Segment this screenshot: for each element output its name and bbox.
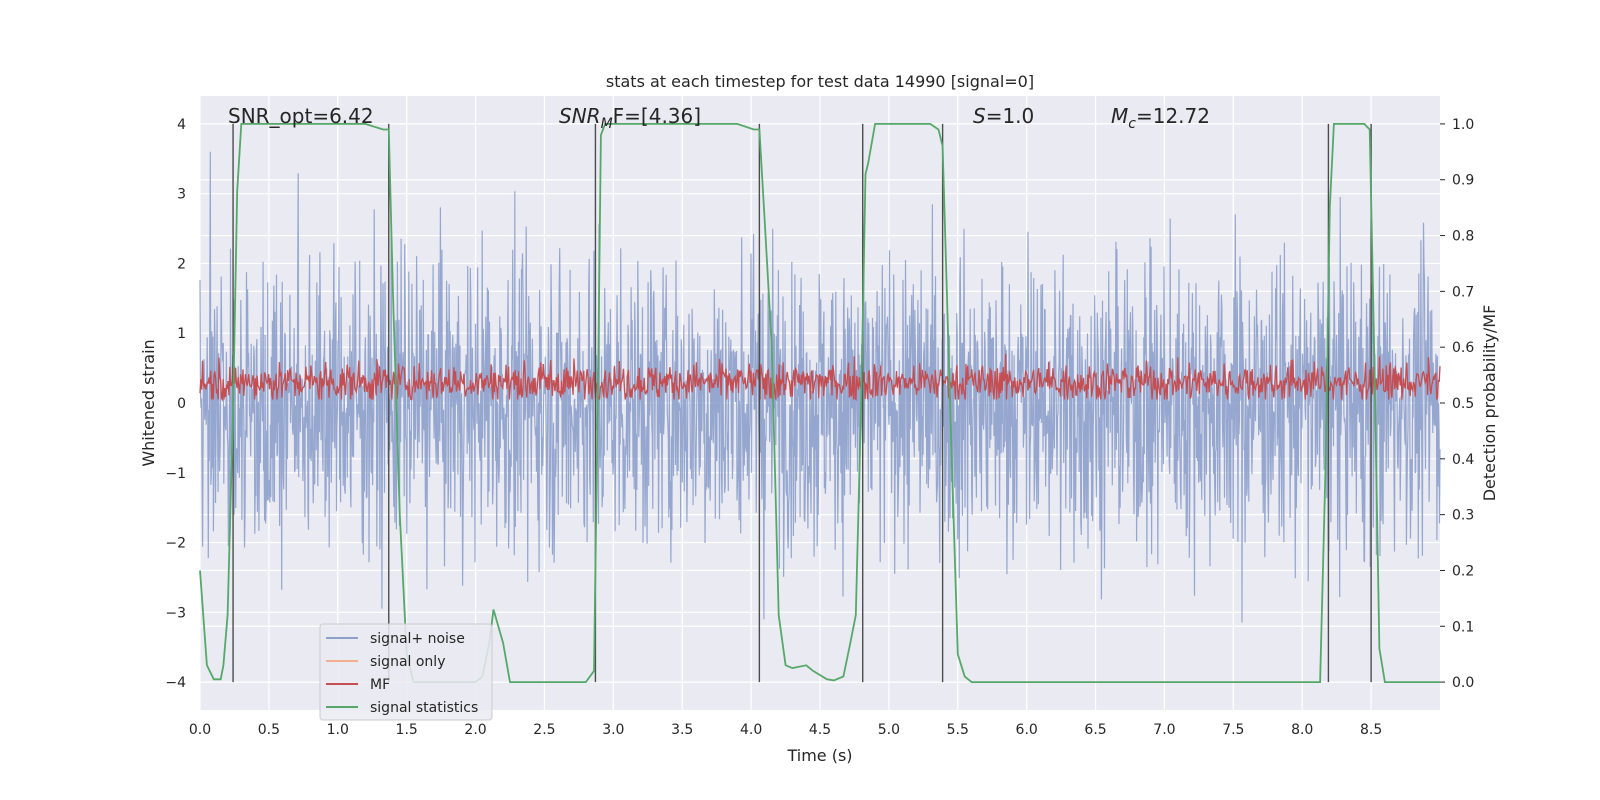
snr-mf-prefix: SNR <box>559 104 601 128</box>
y-right-tick-label: 0.7 <box>1452 284 1474 300</box>
x-tick-label: 5.5 <box>947 722 969 738</box>
y-left-tick-label: 0 <box>177 396 186 412</box>
s-annotation: S=1.0 <box>973 104 1034 128</box>
y-right-tick-label: 0.9 <box>1452 173 1474 189</box>
left-y-axis-ticks: 4 3 2 1 0 −1 −2 −3 −4 <box>165 117 186 691</box>
x-tick-label: 6.0 <box>1016 722 1038 738</box>
x-tick-label: 3.5 <box>671 722 693 738</box>
x-tick-label: 8.0 <box>1291 722 1313 738</box>
y-right-tick-label: 1.0 <box>1452 117 1474 133</box>
s-value: =1.0 <box>986 104 1035 128</box>
snr-mf-annotation: SNRMF=[4.36] <box>559 104 701 132</box>
y-right-tick-label: 0.3 <box>1452 508 1474 524</box>
mf-line <box>199 353 1441 402</box>
x-tick-label: 0.5 <box>258 722 280 738</box>
y-left-tick-label: 1 <box>177 326 186 342</box>
x-tick-label: 1.0 <box>327 722 349 738</box>
signal-plus-noise-line <box>199 151 1441 623</box>
mf-series <box>199 353 1441 402</box>
mc-annotation: Mc=12.72 <box>1111 104 1210 132</box>
x-axis-label: Time (s) <box>786 746 852 765</box>
mc-subscript: c <box>1128 116 1136 132</box>
legend: signal+ noise signal only MF signal stat… <box>319 623 493 721</box>
y-right-tick-label: 0.6 <box>1452 340 1474 356</box>
y-left-tick-label: −4 <box>165 675 186 691</box>
y-left-tick-label: −1 <box>165 466 186 482</box>
x-tick-label: 2.0 <box>464 722 486 738</box>
legend-label-signal-only: signal only <box>370 654 445 670</box>
legend-label-signal-noise: signal+ noise <box>370 631 465 647</box>
snr-mf-subscript: M <box>601 116 613 132</box>
snr-opt-annotation: SNR_opt=6.42 <box>228 104 374 128</box>
x-tick-label: 2.5 <box>533 722 555 738</box>
y-right-tick-label: 0.8 <box>1452 229 1474 245</box>
y-left-tick-label: 2 <box>177 256 186 272</box>
legend-box <box>319 623 493 721</box>
x-tick-label: 1.5 <box>396 722 418 738</box>
x-tick-label: 0.0 <box>189 722 211 738</box>
annotations: SNR_opt=6.42 SNRMF=[4.36] S=1.0 Mc=12.72 <box>228 104 1210 132</box>
x-tick-label: 6.5 <box>1084 722 1106 738</box>
y-right-tick-label: 0.0 <box>1452 675 1474 691</box>
x-tick-label: 5.0 <box>878 722 900 738</box>
right-y-axis-ticks: 1.0 0.9 0.8 0.7 0.6 0.5 0.4 0.3 0.2 0.1 0.0 <box>1440 117 1474 691</box>
x-tick-label: 7.5 <box>1222 722 1244 738</box>
x-tick-label: 7.0 <box>1153 722 1175 738</box>
y-left-tick-label: −3 <box>165 605 186 621</box>
signal-statistics-line <box>199 123 1440 683</box>
left-y-axis-label: Whitened strain <box>139 339 158 466</box>
snr-mf-value: F=[4.36] <box>613 104 701 128</box>
y-left-tick-label: 4 <box>177 117 186 133</box>
signal-statistics-series <box>199 123 1440 683</box>
chart-title: stats at each timestep for test data 149… <box>606 72 1034 91</box>
legend-label-mf: MF <box>370 677 390 693</box>
right-y-axis-label: Detection probability/MF <box>1480 305 1499 502</box>
y-right-tick-label: 0.4 <box>1452 452 1474 468</box>
x-axis-ticks: 0.0 0.5 1.0 1.5 2.0 2.5 3.0 3.5 4.0 4.5 5.0 5.5 6.0 6… <box>189 722 1382 738</box>
y-right-tick-label: 0.1 <box>1452 619 1474 635</box>
y-left-tick-label: −2 <box>165 536 186 552</box>
x-tick-label: 8.5 <box>1360 722 1382 738</box>
y-right-tick-label: 0.2 <box>1452 563 1474 579</box>
y-right-tick-label: 0.5 <box>1452 396 1474 412</box>
x-tick-label: 4.0 <box>740 722 762 738</box>
y-left-tick-label: 3 <box>177 187 186 203</box>
signal-plus-noise-series <box>199 151 1441 623</box>
mc-value: =12.72 <box>1136 104 1210 128</box>
x-tick-label: 3.0 <box>602 722 624 738</box>
legend-label-signal-statistics: signal statistics <box>370 700 478 716</box>
mc-label: M <box>1111 104 1128 128</box>
x-tick-label: 4.5 <box>809 722 831 738</box>
s-label: S <box>973 104 986 128</box>
